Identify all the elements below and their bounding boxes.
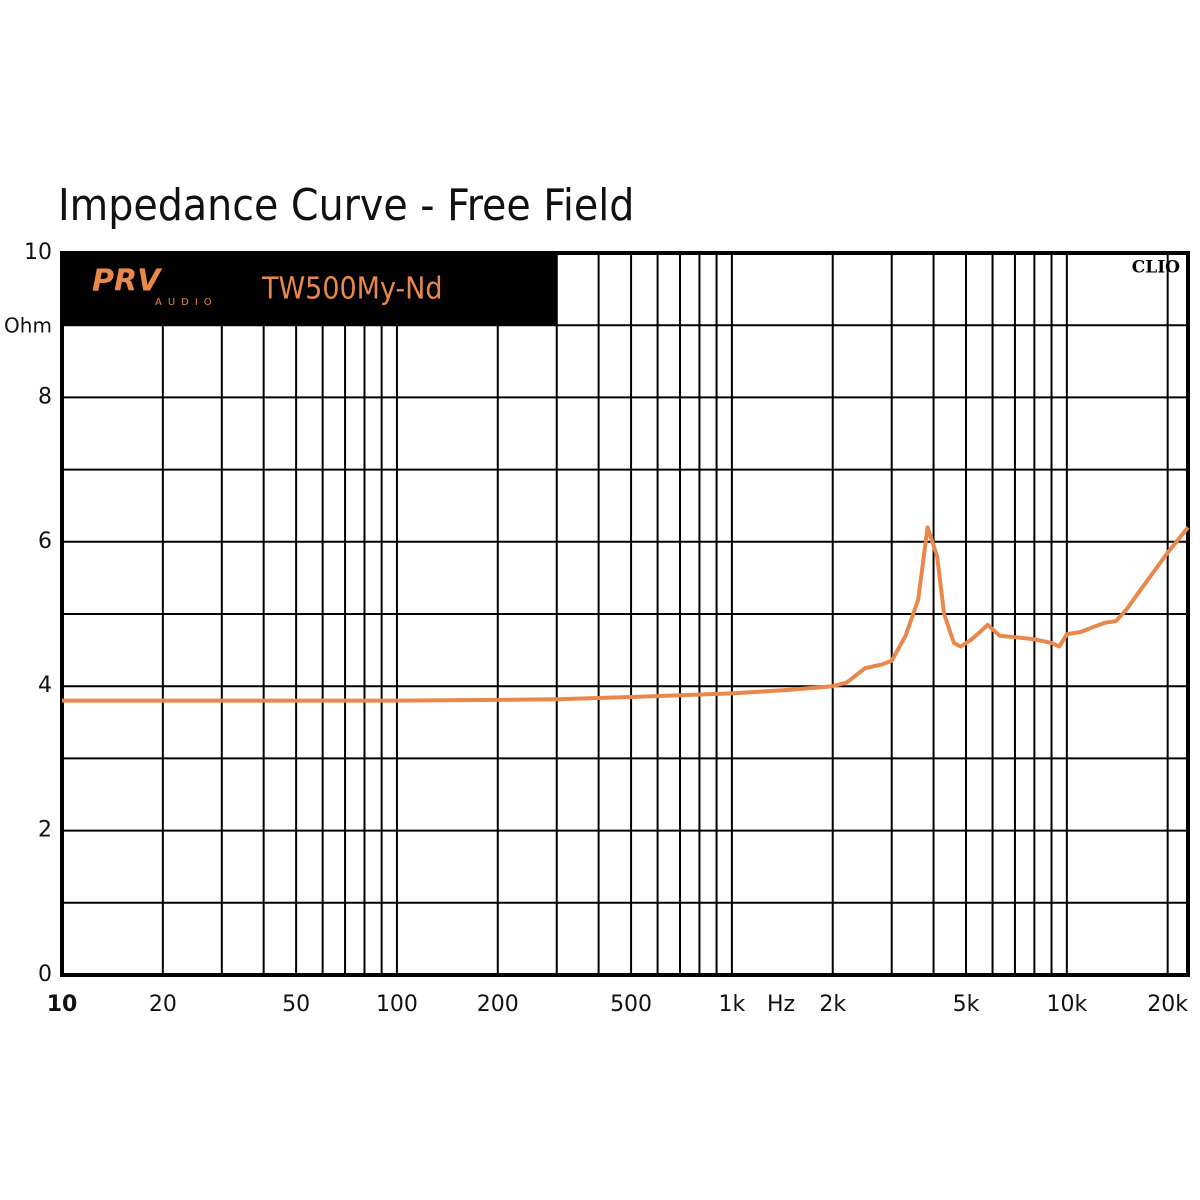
y-axis-label: Ohm [4, 314, 52, 338]
x-tick-label: 2k [819, 992, 846, 1017]
brand: PRV [92, 264, 163, 299]
y-tick-label: 6 [38, 529, 52, 554]
logo-box [62, 253, 557, 325]
plot-frame [60, 251, 1190, 977]
chart-title: Impedance Curve - Free Field [58, 180, 634, 231]
x-tick-label: 20k [1147, 992, 1188, 1017]
y-tick-label: 0 [38, 962, 52, 987]
x-tick-label: 1k [719, 992, 746, 1017]
x-tick-label: 50 [282, 992, 310, 1017]
x-tick-label: 200 [477, 992, 519, 1017]
brand-sub: AUDIO [155, 297, 218, 308]
x-axis-label: Hz [767, 992, 795, 1017]
y-tick-label: 10 [24, 240, 52, 265]
y-tick-label: 8 [38, 384, 52, 409]
watermark: CLIO [1132, 258, 1180, 278]
x-tick-label: 500 [610, 992, 652, 1017]
x-tick-label: 100 [376, 992, 418, 1017]
plot-area [60, 251, 1190, 977]
model: TW500My-Nd [261, 272, 442, 307]
y-tick-label: 2 [38, 818, 52, 843]
x-tick-label: 20 [149, 992, 177, 1017]
x-tick-label: 10 [47, 992, 78, 1017]
x-tick-label: 5k [953, 992, 980, 1017]
x-tick-label: 10k [1046, 992, 1087, 1017]
impedance-line [62, 525, 1190, 703]
y-tick-label: 4 [38, 673, 52, 698]
